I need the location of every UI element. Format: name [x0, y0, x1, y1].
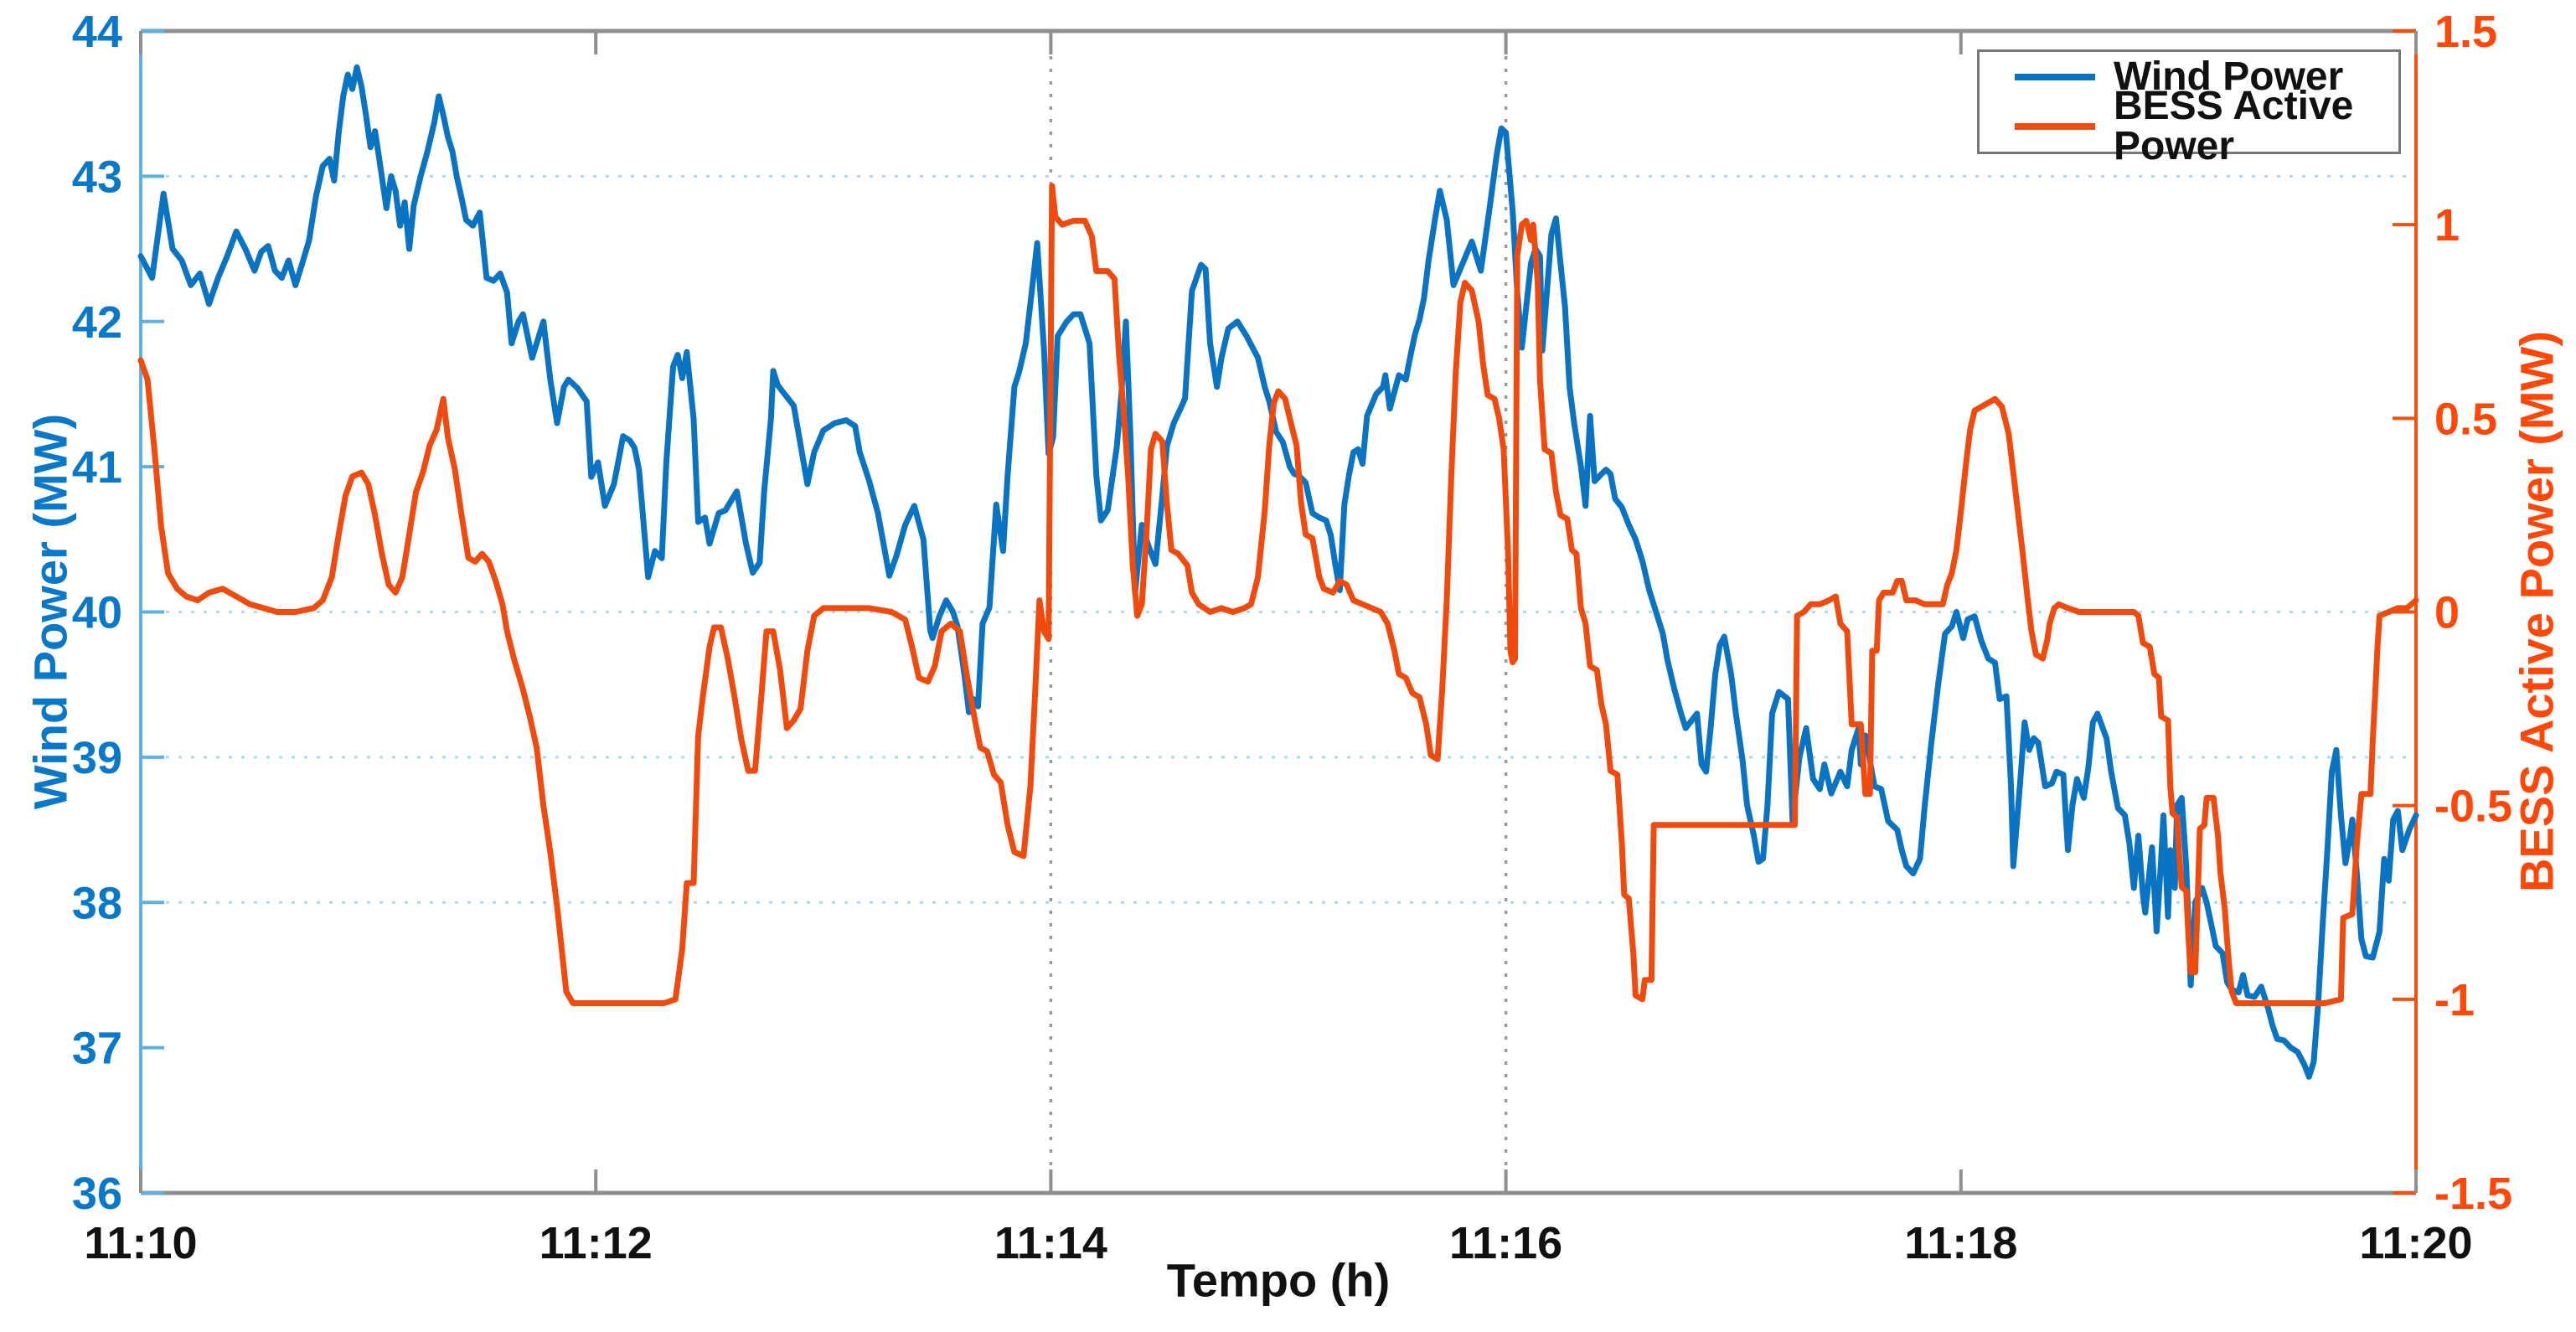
left-y-tick-label: 44 [72, 7, 122, 57]
x-tick-label: 11:16 [1449, 1218, 1562, 1268]
bess-active-power-line [137, 183, 2419, 1006]
legend-label: Wind Power [2114, 54, 2344, 99]
legend: Wind Power BESS Active Power [1977, 49, 2401, 167]
left-y-tick-label: 42 [72, 297, 122, 348]
right-y-axis-title: BESS Active Power (MW) [2510, 330, 2563, 893]
left-y-tick-label: 43 [72, 152, 122, 202]
legend-item-wind-power: Wind Power [1980, 52, 2398, 102]
left-y-tick-label: 37 [72, 1024, 122, 1074]
right-y-tick-label: -1.5 [2434, 1169, 2512, 1219]
left-y-tick-label: 38 [72, 878, 122, 928]
right-y-tick-label: 1 [2434, 200, 2460, 250]
bess-active-power-line-sample [2015, 123, 2095, 131]
left-y-tick-label: 36 [72, 1169, 122, 1219]
left-y-tick-label: 41 [72, 442, 122, 493]
x-tick-label: 11:10 [84, 1218, 197, 1268]
x-tick-label: 11:12 [539, 1218, 653, 1268]
right-y-tick-label: -0.5 [2434, 782, 2512, 832]
right-y-tick-label: 0.5 [2434, 394, 2497, 444]
legend-label: BESS Active Power [2114, 84, 2354, 169]
x-axis-title: Tempo (h) [1166, 1253, 1391, 1307]
left-y-axis-title: Wind Power (MW) [23, 413, 77, 810]
legend-item-bess-active-power: BESS Active Power [1980, 86, 2398, 167]
x-tick-label: 11:20 [2359, 1218, 2472, 1268]
left-y-tick-label: 40 [72, 588, 122, 638]
wind-power-line-sample [2015, 73, 2095, 80]
x-tick-label: 11:14 [994, 1218, 1107, 1268]
right-y-tick-label: 0 [2434, 588, 2460, 638]
right-y-tick-label: 1.5 [2434, 7, 2497, 57]
wind-power-line [137, 64, 2419, 1080]
right-y-tick-label: -1 [2434, 975, 2475, 1025]
left-y-tick-label: 39 [72, 733, 122, 783]
x-tick-label: 11:18 [1904, 1218, 2017, 1268]
